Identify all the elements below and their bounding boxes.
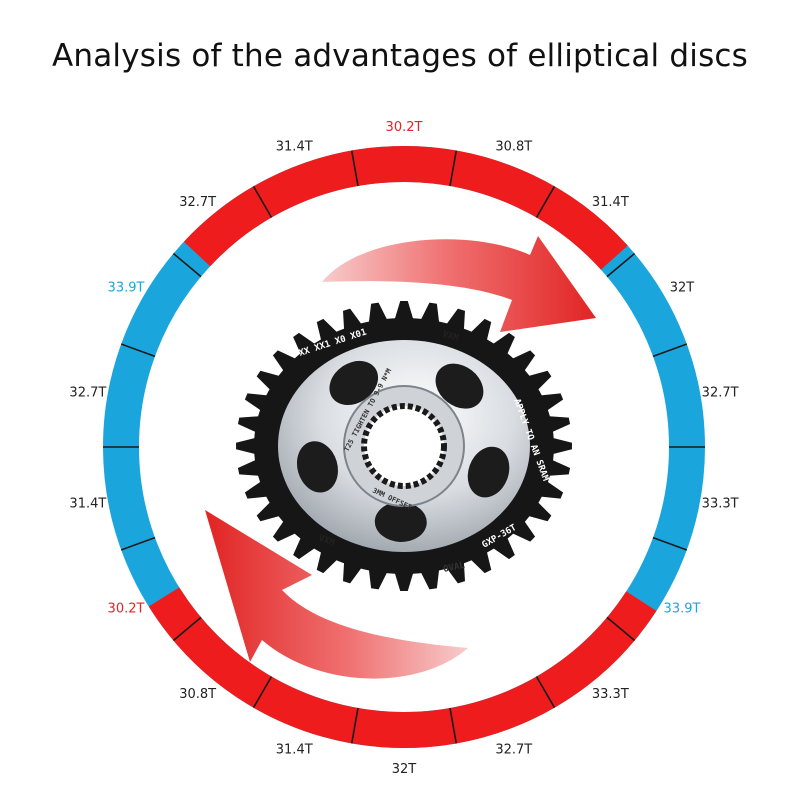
chainring-tooth	[293, 332, 319, 358]
spider-cutout	[435, 363, 484, 409]
ring-label: 33.9T	[108, 281, 145, 296]
ring-tick	[606, 252, 636, 278]
oval-chainring: XX XX1 X0 X01 VXM VXM GXP-36T OVAL APPLY…	[236, 301, 572, 591]
ring-label: 30.2T	[386, 120, 423, 135]
chainring-tooth	[549, 437, 572, 455]
ring-tick	[350, 707, 359, 744]
ring-tick	[449, 707, 458, 744]
ring-label: 32T	[392, 762, 417, 777]
ring-label: 33.9T	[664, 602, 701, 617]
ring-label: 32.7T	[495, 743, 532, 758]
ring-tick	[172, 252, 202, 278]
ring-label: 33.3T	[702, 497, 739, 512]
chainring-tooth	[256, 499, 284, 522]
ring-label: 33.3T	[592, 687, 629, 702]
ring-tick	[535, 185, 556, 218]
spider-cutouts	[296, 360, 510, 542]
ring-label: 30.8T	[495, 139, 532, 154]
ring-label: 31.4T	[276, 743, 313, 758]
chainring-tooth	[508, 518, 536, 542]
chainring-tooth	[393, 568, 415, 591]
chainring-tooth	[236, 437, 259, 455]
ring-label: 31.4T	[592, 195, 629, 210]
chainring-tooth	[272, 350, 300, 374]
ring-tick	[652, 343, 688, 358]
ring-tick	[120, 343, 156, 358]
ring-label: 32.7T	[179, 195, 216, 210]
ring-label: 32T	[670, 281, 695, 296]
chainring-oval: OVAL	[443, 561, 467, 575]
spider-cutout	[374, 501, 427, 542]
ring-tick	[252, 185, 273, 218]
spline-ring	[361, 403, 447, 489]
spider-cutout	[467, 446, 510, 498]
ring-label: 30.2T	[108, 602, 145, 617]
ring-tick	[252, 676, 273, 709]
chainring-tooth	[489, 534, 515, 560]
chainring-tooth	[272, 518, 300, 542]
ring-tick	[652, 536, 688, 551]
chainring-tooth	[508, 350, 536, 374]
ring-ticks	[103, 150, 705, 744]
ring-tick	[606, 616, 636, 642]
rotation-arrow-top	[322, 236, 596, 332]
ring-label: 32.7T	[69, 385, 106, 400]
chainring-tooth	[393, 301, 415, 324]
ring-label: 31.4T	[276, 139, 313, 154]
ring-label: 32.7T	[702, 385, 739, 400]
chainring-tooth	[489, 332, 515, 358]
chainring-tooth	[524, 499, 552, 522]
ring-label: 30.8T	[179, 687, 216, 702]
chainring-tooth	[293, 534, 319, 560]
ring-tick	[350, 150, 359, 187]
ring-tick	[120, 536, 156, 551]
spider-cutout	[296, 441, 338, 493]
ring-tick	[172, 616, 202, 642]
page-title: Analysis of the advantages of elliptical…	[51, 38, 749, 74]
chainring-tooth	[524, 370, 552, 393]
ring-red-segment-top	[183, 146, 628, 270]
spline-center	[361, 403, 447, 489]
spider-cutout	[329, 360, 379, 406]
chainring-brand-top: VXM	[441, 329, 460, 344]
ring-labels: 30.2T 30.8T 31.4T 32T 32.7T 33.3T 33.9T 33.3T 32…	[69, 120, 738, 777]
ring-red-segment-bottom	[148, 587, 657, 748]
rotation-arrow-bottom	[205, 510, 468, 679]
ring-label: 31.4T	[69, 497, 106, 512]
chainring-tooth	[256, 370, 284, 393]
ring-tick	[535, 676, 556, 709]
ring-tick	[449, 150, 458, 187]
